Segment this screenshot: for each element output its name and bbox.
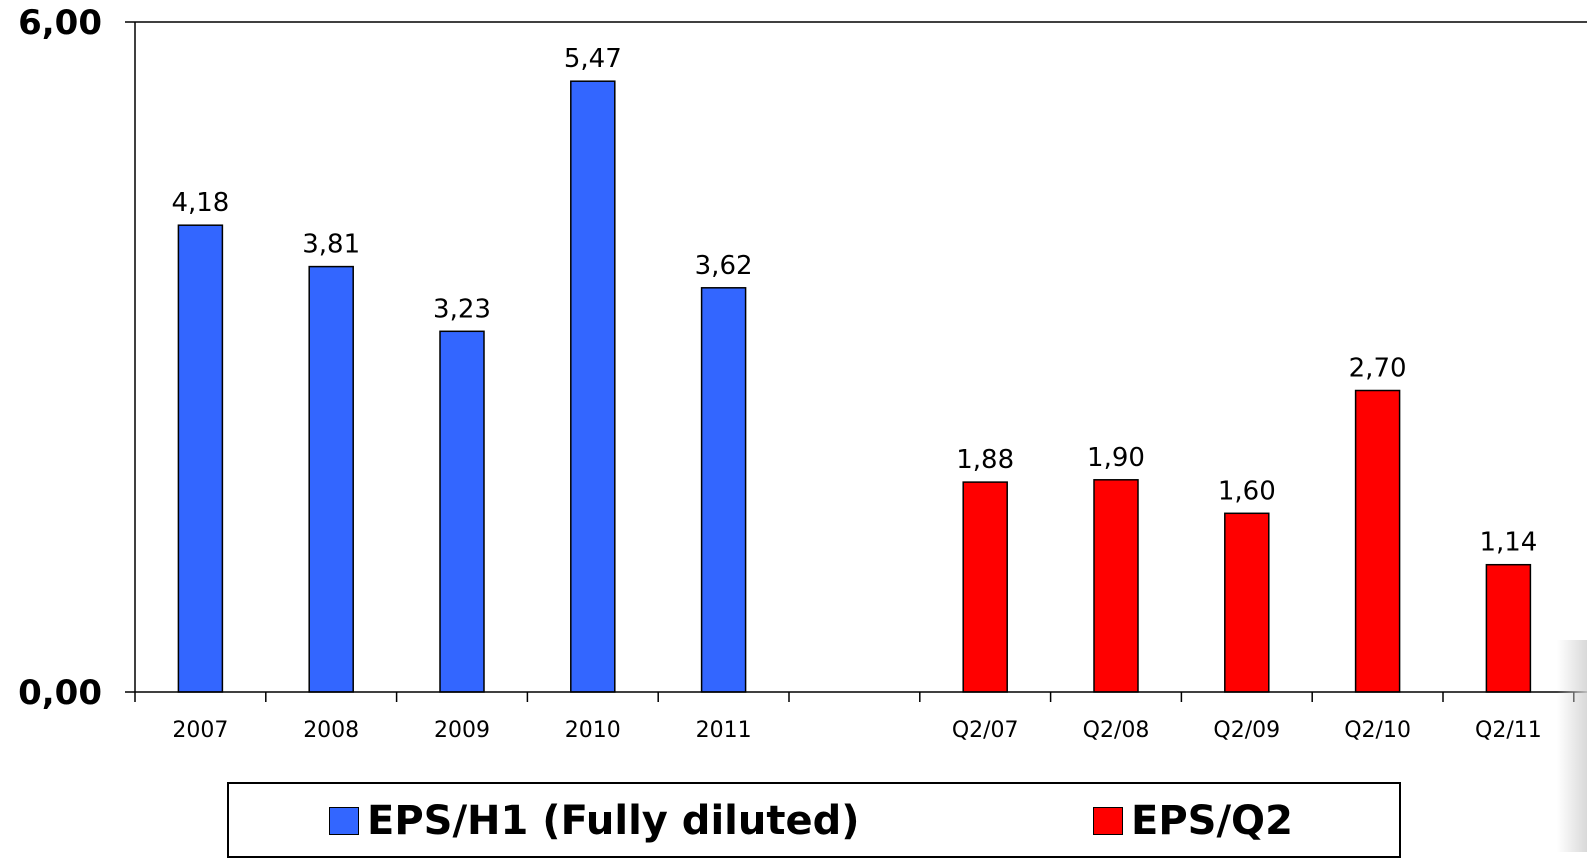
data-label-2011: 3,62 bbox=[695, 251, 753, 281]
bar-q2-08 bbox=[1093, 479, 1139, 693]
bar-q2-09 bbox=[1224, 512, 1270, 693]
bar-2007 bbox=[177, 224, 224, 693]
data-label-q2-10: 2,70 bbox=[1349, 354, 1407, 384]
bars-layer bbox=[177, 80, 1532, 693]
x-tick-label-q2-07: Q2/07 bbox=[952, 718, 1019, 743]
labels-layer: 4,18 3,81 3,23 5,47 3,62 1,88 1,90 1,60 2,70 1,14… bbox=[18, 3, 1542, 743]
x-tick-label-2009: 2009 bbox=[434, 718, 490, 743]
bar-q2-11 bbox=[1485, 563, 1532, 693]
x-tick-label-q2-08: Q2/08 bbox=[1083, 718, 1150, 743]
legend-item-eps-q2: EPS/Q2 bbox=[1093, 798, 1293, 844]
data-label-q2-11: 1,14 bbox=[1479, 528, 1537, 558]
data-label-2007: 4,18 bbox=[171, 188, 229, 218]
bar-q2-10 bbox=[1354, 389, 1401, 693]
x-tick-label-2008: 2008 bbox=[303, 718, 359, 743]
x-tick-label-q2-10: Q2/10 bbox=[1344, 718, 1411, 743]
x-tick-label-q2-09: Q2/09 bbox=[1213, 718, 1280, 743]
x-tick-label-2010: 2010 bbox=[565, 718, 621, 743]
x-tick-label-2011: 2011 bbox=[696, 718, 752, 743]
legend-swatch-eps-q2 bbox=[1093, 807, 1123, 835]
bar-2011 bbox=[700, 287, 747, 693]
legend-item-eps-h1: EPS/H1 (Fully diluted) bbox=[329, 798, 860, 844]
background-decoration bbox=[1557, 640, 1587, 852]
y-tick-label: 0,00 bbox=[18, 673, 102, 713]
data-label-q2-07: 1,88 bbox=[956, 445, 1014, 475]
data-label-2009: 3,23 bbox=[433, 294, 491, 324]
bar-q2-07 bbox=[962, 481, 1008, 693]
bar-2009 bbox=[439, 330, 485, 693]
x-tick-label-q2-11: Q2/11 bbox=[1475, 718, 1542, 743]
legend-label-eps-h1: EPS/H1 (Fully diluted) bbox=[367, 798, 860, 844]
data-label-q2-09: 1,60 bbox=[1218, 476, 1276, 506]
data-label-q2-08: 1,90 bbox=[1087, 443, 1145, 473]
x-tick-label-2007: 2007 bbox=[172, 718, 228, 743]
bar-2010 bbox=[570, 80, 616, 693]
bar-2008 bbox=[308, 265, 354, 693]
axis-layer bbox=[125, 21, 1587, 702]
legend: EPS/H1 (Fully diluted) EPS/Q2 bbox=[227, 782, 1401, 858]
data-label-2008: 3,81 bbox=[302, 230, 360, 260]
legend-label-eps-q2: EPS/Q2 bbox=[1131, 798, 1293, 844]
legend-swatch-eps-h1 bbox=[329, 807, 359, 835]
data-label-2010: 5,47 bbox=[564, 44, 622, 74]
y-tick-label: 6,00 bbox=[18, 3, 102, 43]
